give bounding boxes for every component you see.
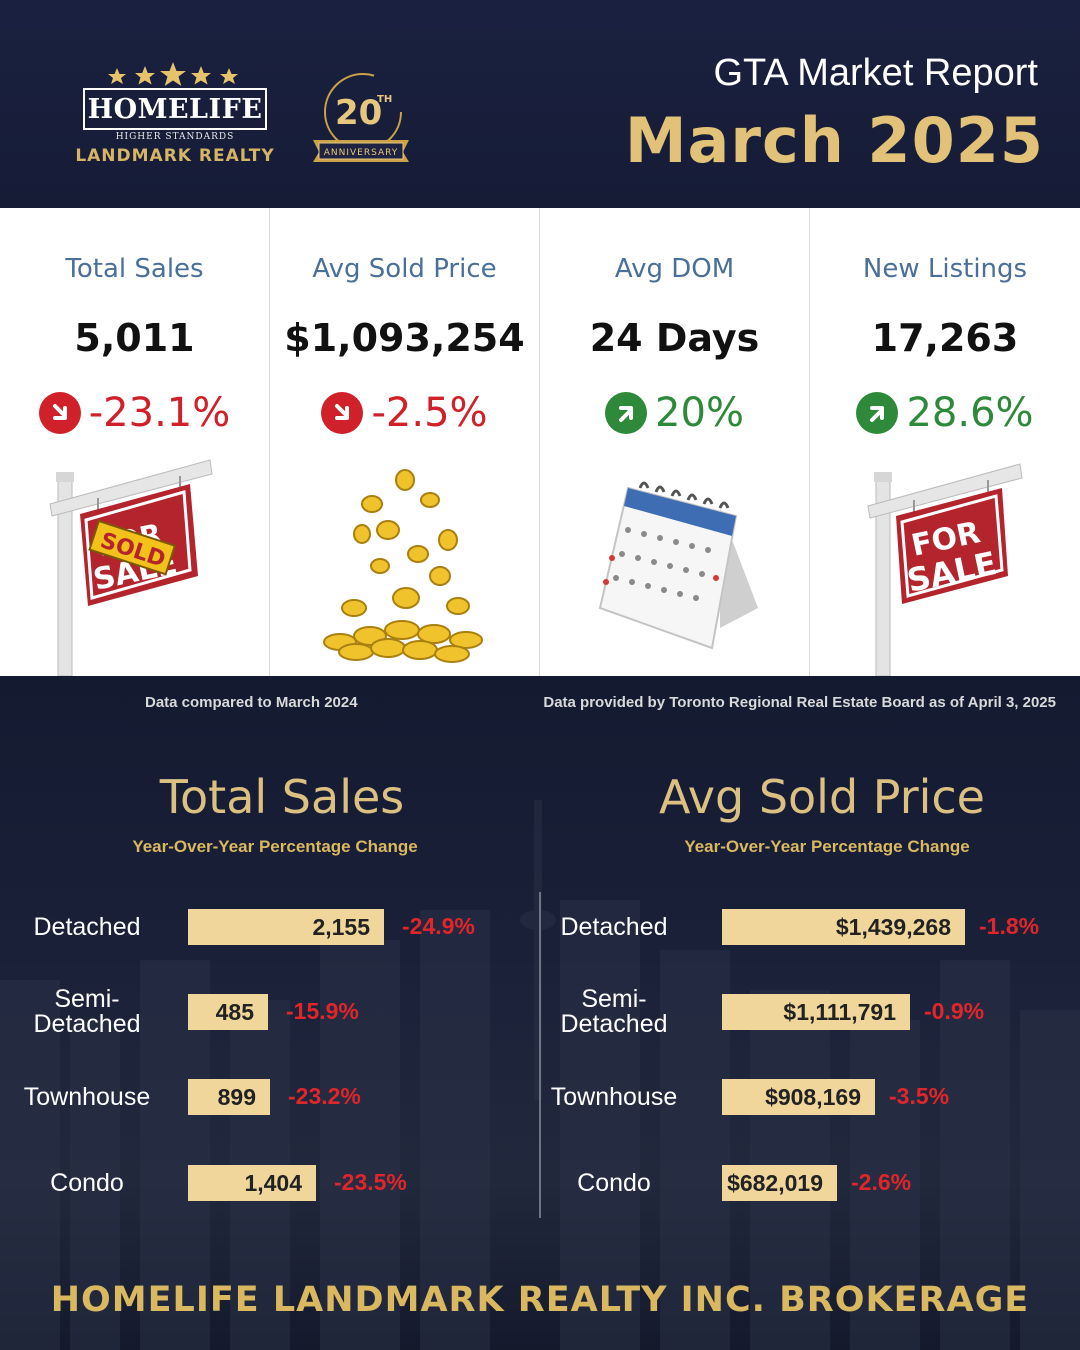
change-label-condo: -2.6% <box>851 1169 912 1195</box>
calendar-icon <box>598 481 758 650</box>
category-label-townhouse: Townhouse <box>23 1082 151 1111</box>
arrow-down-icon <box>38 392 81 434</box>
change-label-condo: -23.5% <box>334 1169 407 1195</box>
sold-sign-icon: FOR SALE SOLD <box>49 459 213 676</box>
anniversary-number: 20 <box>335 93 382 133</box>
category-label-detached: Detached <box>560 912 668 941</box>
stars-icon <box>108 62 238 86</box>
brand-subtitle: LANDMARK REALTY <box>75 146 275 166</box>
report-month: March 2025 <box>624 104 1044 177</box>
stat-change: 20% <box>540 390 809 436</box>
change-label-detached: -1.8% <box>979 913 1040 939</box>
bar-semi-detached: $1,111,791 <box>722 994 910 1030</box>
category-label-condo: Condo <box>50 1168 124 1197</box>
arrow-up-icon <box>605 392 648 434</box>
stat-change-value: 28.6% <box>906 390 1034 436</box>
category-label-townhouse: Townhouse <box>550 1082 678 1111</box>
stat-change: 28.6% <box>810 390 1080 436</box>
city-skyline-background <box>0 800 1080 1350</box>
bar-value-label: 899 <box>217 1083 256 1110</box>
stat-value: 24 Days <box>589 316 760 360</box>
chart-divider <box>539 892 541 1218</box>
stat-label: Total Sales <box>65 254 204 284</box>
category-label-semi-detached: Semi- Detached <box>560 985 668 1038</box>
stat-label: Avg DOM <box>614 254 735 284</box>
bar-detached: $1,439,268 <box>722 909 965 945</box>
stat-change-value: -23.1% <box>88 390 231 436</box>
stat-card-avg-sold-price: Avg Sold Price $1,093,254 -2.5% <box>270 208 540 676</box>
bar-detached: 2,155 <box>188 909 384 945</box>
bar-value-label: $682,019 <box>727 1169 823 1196</box>
bar-semi-detached: 485 <box>188 994 268 1030</box>
stat-label: Avg Sold Price <box>312 254 497 284</box>
chart-subtitle-total-sales: Year-Over-Year Percentage Change <box>132 837 418 856</box>
category-label-detached: Detached <box>33 912 141 941</box>
bar-townhouse: 899 <box>188 1079 270 1115</box>
bar-value-label: 1,404 <box>244 1169 302 1196</box>
stat-value: 5,011 <box>74 316 195 360</box>
category-label-semi-detached: Semi- Detached <box>33 985 141 1038</box>
stat-change-value: -2.5% <box>371 390 488 436</box>
for-sale-sign-icon: FOR SALE <box>867 463 1023 676</box>
change-label-townhouse: -3.5% <box>889 1083 950 1109</box>
bar-value-label: $908,169 <box>765 1083 861 1110</box>
brand-name: HOMELIFE <box>83 88 267 130</box>
gold-coins-icon <box>323 469 483 663</box>
brand-logo: HOMELIFE HIGHER STANDARDS LANDMARK REALT… <box>55 62 415 172</box>
stat-value: 17,263 <box>871 316 1019 360</box>
bar-value-label: $1,111,791 <box>783 998 896 1025</box>
category-label-condo: Condo <box>577 1168 651 1197</box>
stat-cards: Total Sales 5,011 -23.1% FOR SALE <box>0 208 1080 676</box>
bar-value-label: 485 <box>215 998 254 1025</box>
footer-brokerage: HOMELIFE LANDMARK REALTY INC. BROKERAGE <box>50 1280 1030 1320</box>
change-label-semi-detached: -0.9% <box>924 998 985 1024</box>
change-label-townhouse: -23.2% <box>288 1083 361 1109</box>
header: HOMELIFE HIGHER STANDARDS LANDMARK REALT… <box>0 0 1080 208</box>
stat-value: $1,093,254 <box>284 316 525 360</box>
report-title: GTA Market Report <box>713 52 1038 94</box>
bar-townhouse: $908,169 <box>722 1079 875 1115</box>
anniversary-label: ANNIVERSARY <box>324 148 399 158</box>
bar-value-label: 2,155 <box>312 913 370 940</box>
arrow-up-icon <box>856 392 899 434</box>
arrow-down-icon <box>321 392 364 434</box>
bar-condo: 1,404 <box>188 1165 316 1201</box>
anniversary-suffix: TH <box>377 94 392 105</box>
bar-condo: $682,019 <box>722 1165 837 1201</box>
change-label-detached: -24.9% <box>402 913 475 939</box>
stat-label: New Listings <box>862 254 1028 284</box>
stat-card-total-sales: Total Sales 5,011 -23.1% FOR SALE <box>0 208 270 676</box>
stat-change-value: 20% <box>655 390 744 436</box>
chart-title-avg-sold-price: Avg Sold Price <box>659 770 985 824</box>
chart-subtitle-avg-sold-price: Year-Over-Year Percentage Change <box>684 837 970 856</box>
bar-value-label: $1,439,268 <box>835 913 951 940</box>
chart-title-total-sales: Total Sales <box>159 770 405 824</box>
brand-tagline: HIGHER STANDARDS <box>115 132 235 142</box>
stat-card-new-listings: New Listings 17,263 28.6% FOR SALE <box>810 208 1080 676</box>
stat-change: -2.5% <box>270 390 539 436</box>
stat-change: -23.1% <box>0 390 269 436</box>
note-provided: Data provided by Toronto Regional Real E… <box>543 694 1056 711</box>
anniversary-badge-icon: 20 TH ANNIVERSARY <box>313 73 409 162</box>
change-label-semi-detached: -15.9% <box>286 998 359 1024</box>
note-compared: Data compared to March 2024 <box>145 694 358 711</box>
stat-card-avg-dom: Avg DOM 24 Days 20% <box>540 208 810 676</box>
